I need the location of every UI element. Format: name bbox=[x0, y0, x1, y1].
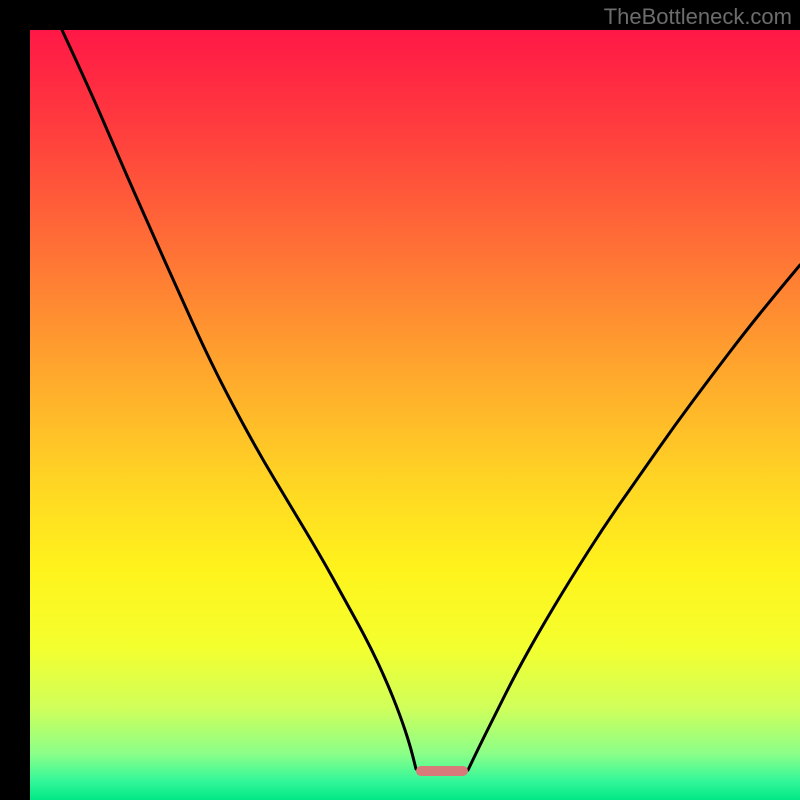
plot-background bbox=[30, 30, 800, 800]
bottleneck-chart bbox=[0, 0, 800, 800]
watermark-text: TheBottleneck.com bbox=[604, 4, 792, 30]
plot-frame-left bbox=[0, 0, 30, 800]
chart-container: TheBottleneck.com bbox=[0, 0, 800, 800]
valley-marker bbox=[416, 766, 468, 776]
